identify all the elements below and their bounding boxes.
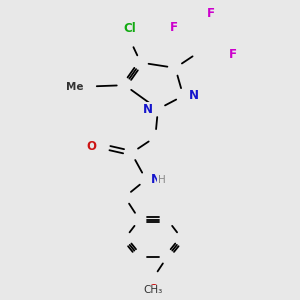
Text: F: F — [229, 48, 236, 61]
Text: F: F — [170, 22, 178, 34]
Text: Cl: Cl — [124, 22, 136, 34]
Text: CH₃: CH₃ — [144, 286, 163, 296]
Text: N: N — [189, 89, 199, 102]
Text: O: O — [148, 284, 158, 296]
Text: O: O — [87, 140, 97, 153]
Text: H: H — [158, 175, 166, 184]
Text: N: N — [143, 103, 153, 116]
Text: N: N — [151, 173, 161, 186]
Text: F: F — [207, 7, 215, 20]
Text: Me: Me — [66, 82, 83, 92]
